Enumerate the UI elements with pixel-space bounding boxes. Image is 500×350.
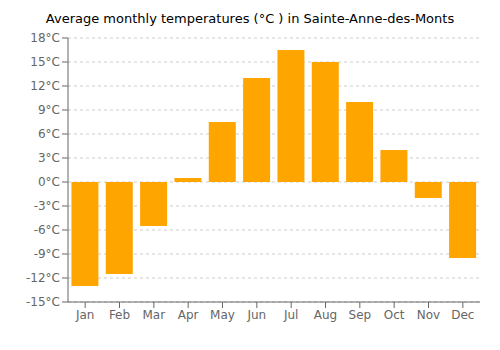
svg-text:6°C: 6°C	[38, 127, 60, 141]
svg-text:3°C: 3°C	[38, 151, 60, 165]
svg-text:Jul: Jul	[283, 308, 298, 322]
svg-text:18°C: 18°C	[30, 31, 60, 45]
svg-text:Apr: Apr	[178, 308, 199, 322]
svg-text:Dec: Dec	[451, 308, 474, 322]
svg-text:Jun: Jun	[246, 308, 266, 322]
svg-text:15°C: 15°C	[30, 55, 60, 69]
html-text:Average monthly temperatures (: Average monthly temperatures (°C ) in Sa…	[45, 11, 455, 26]
svg-text:0°C: 0°C	[38, 175, 60, 189]
svg-text:Aug: Aug	[314, 308, 337, 322]
svg-text:Feb: Feb	[109, 308, 130, 322]
svg-text:-3°C: -3°C	[34, 199, 60, 213]
svg-text:Oct: Oct	[384, 308, 405, 322]
svg-text:Mar: Mar	[143, 308, 166, 322]
svg-text:Jan: Jan	[75, 308, 95, 322]
svg-text:-12°C: -12°C	[26, 271, 60, 285]
svg-text:-6°C: -6°C	[34, 223, 60, 237]
svg-text:9°C: 9°C	[38, 103, 60, 117]
svg-text:12°C: 12°C	[30, 79, 60, 93]
svg-text:Nov: Nov	[417, 308, 440, 322]
svg-text:-9°C: -9°C	[34, 247, 60, 261]
svg-text:-15°C: -15°C	[26, 295, 60, 309]
svg-text:Sep: Sep	[349, 308, 372, 322]
svg-text:May: May	[210, 308, 235, 322]
